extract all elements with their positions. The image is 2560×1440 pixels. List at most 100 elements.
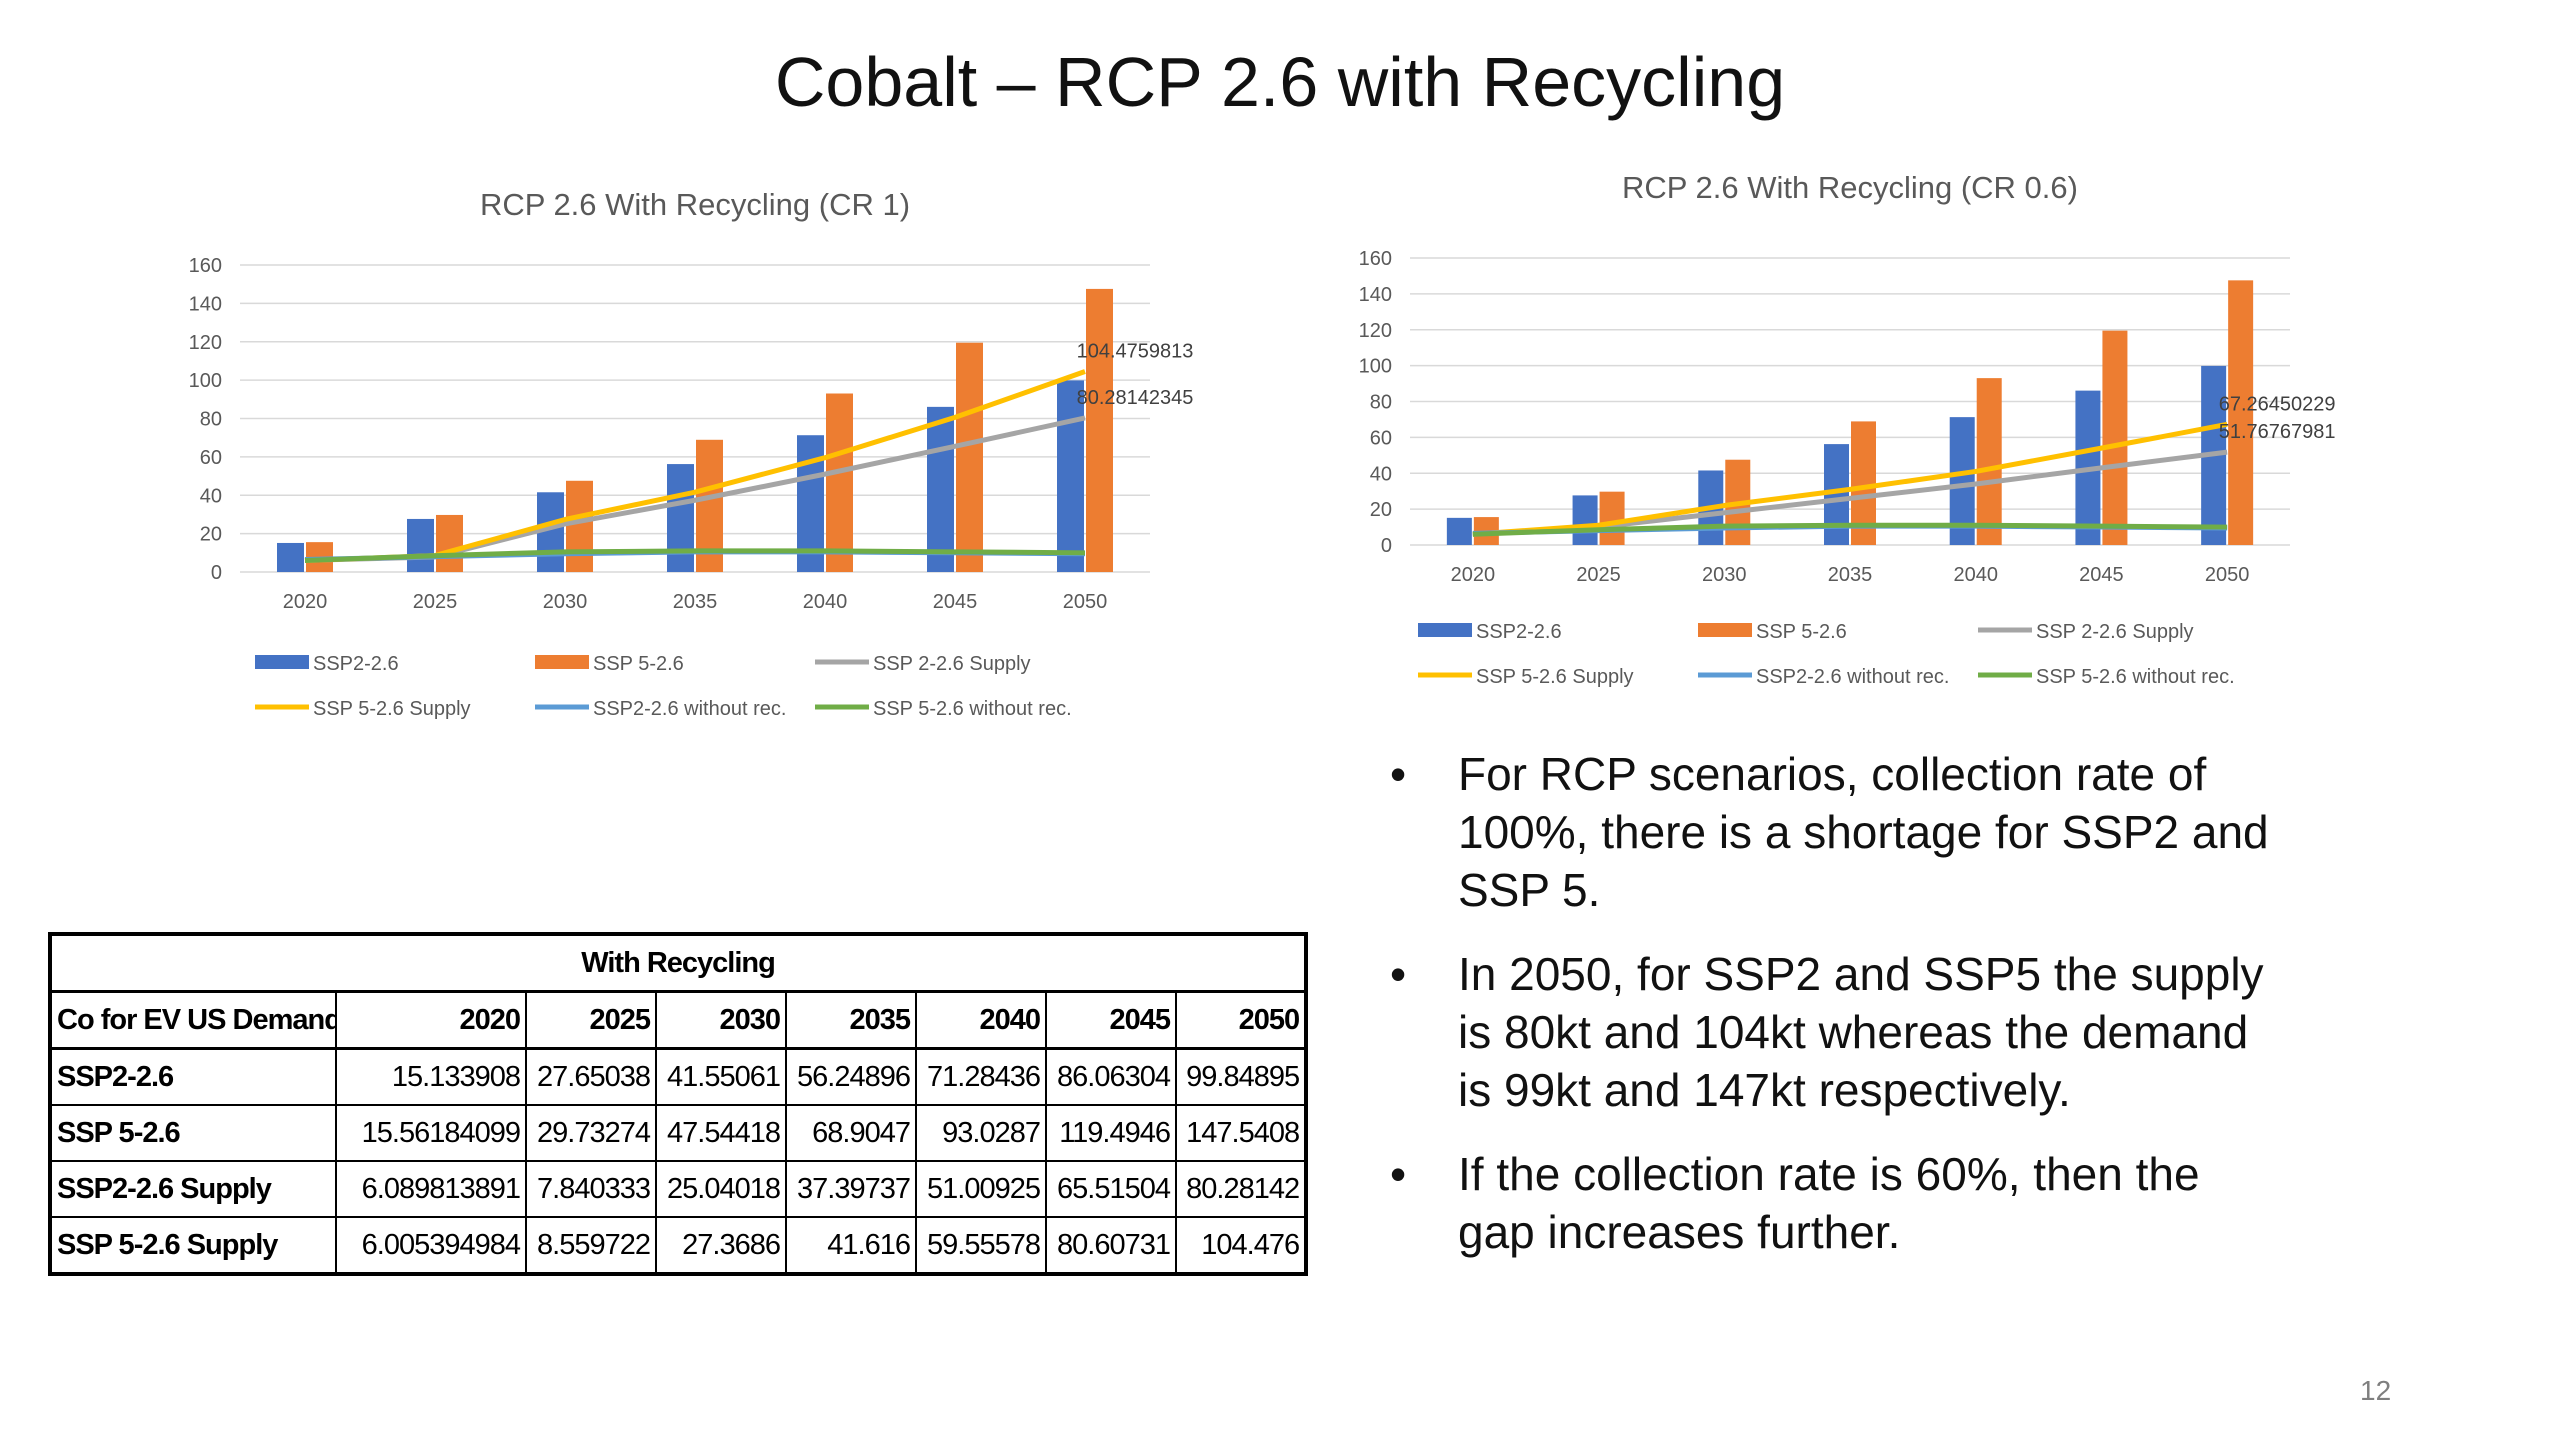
y-tick-label: 100 (189, 370, 222, 392)
data-label: 67.26450229 (2219, 393, 2336, 415)
y-tick-label: 80 (200, 409, 222, 431)
data-label: 80.28142345 (1077, 387, 1194, 409)
table-row: SSP 5-2.6 Supply 6.005394984 8.559722 27… (48, 1216, 1309, 1276)
y-tick-label: 0 (211, 562, 222, 584)
table-cell: 99.84895 (1174, 1047, 1309, 1106)
table-cell: 119.4946 (1045, 1104, 1177, 1162)
bar-ssp-5-2-6 (2228, 280, 2254, 545)
bullet-marker: • (1390, 1148, 1407, 1200)
bullet-text: For RCP scenarios, collection rate of 10… (1458, 748, 2269, 916)
line-ssp-5-2-6-without-rec (304, 548, 1086, 563)
x-tick-label: 2045 (933, 591, 978, 613)
legend-label: SSP 2-2.6 Supply (2036, 621, 2194, 643)
x-tick-label: 2035 (673, 591, 718, 613)
table-cell: 104.476 (1174, 1216, 1309, 1276)
table-row: SSP2-2.6 Supply 6.089813891 7.840333 25.… (48, 1160, 1309, 1218)
line-ssp-5-2-6-supply (1472, 421, 2228, 537)
table-cell: 7.840333 (525, 1160, 657, 1218)
table-cell: 65.51504 (1045, 1160, 1177, 1218)
table-header-row: Co for EV US Demand 2020 2025 2030 2035 … (48, 990, 1309, 1050)
x-tick-label: 2030 (1702, 564, 1747, 586)
legend-label: SSP 5-2.6 without rec. (2036, 666, 2235, 688)
legend-swatch (535, 655, 589, 669)
legend-label: SSP 5-2.6 (1756, 621, 1847, 643)
table-cell: 27.3686 (655, 1216, 787, 1276)
table-header-cell: Co for EV US Demand (48, 990, 337, 1050)
bullet-text: If the collection rate is 60%, then the … (1458, 1148, 2200, 1258)
y-tick-label: 100 (1359, 356, 1392, 378)
table-header-cell: 2035 (785, 990, 917, 1050)
chart-cr1: RCP 2.6 With Recycling (CR 1)02040608010… (189, 187, 1194, 720)
table-cell: 41.55061 (655, 1047, 787, 1106)
table-cell: 27.65038 (525, 1047, 657, 1106)
line-ssp-5-2-6-without-rec (1472, 522, 2228, 537)
bar-ssp-5-2-6 (1599, 491, 1625, 545)
table-header-cell: 2030 (655, 990, 787, 1050)
bar-ssp2-2-6 (667, 464, 694, 572)
legend-label: SSP 2-2.6 Supply (873, 653, 1031, 675)
bar-ssp-5-2-6 (566, 480, 593, 572)
table-cell: 71.28436 (915, 1047, 1047, 1106)
table-cell: 29.73274 (525, 1104, 657, 1162)
y-tick-label: 20 (1370, 499, 1392, 521)
y-tick-label: 140 (189, 293, 222, 315)
bullet-text: In 2050, for SSP2 and SSP5 the supply is… (1458, 948, 2264, 1116)
x-tick-label: 2025 (1576, 564, 1621, 586)
table-cell: 47.54418 (655, 1104, 787, 1162)
bullet-list: • For RCP scenarios, collection rate of … (1390, 745, 2270, 1287)
x-tick-label: 2020 (283, 591, 328, 613)
table-cell: 15.133908 (335, 1047, 527, 1106)
table-header-cell: 2025 (525, 990, 657, 1050)
table-cell: 25.04018 (655, 1160, 787, 1218)
table-row-label: SSP 5-2.6 Supply (48, 1216, 337, 1276)
x-tick-label: 2040 (1953, 564, 1998, 586)
y-tick-label: 60 (200, 447, 222, 469)
data-label: 104.4759813 (1077, 341, 1194, 363)
data-table: With Recycling Co for EV US Demand 2020 … (47, 932, 1309, 1276)
table-cell: 6.089813891 (335, 1160, 527, 1218)
legend-label: SSP2-2.6 without rec. (593, 698, 786, 720)
data-label: 51.76767981 (2219, 421, 2336, 443)
y-tick-label: 160 (189, 255, 222, 277)
table-cell: 59.55578 (915, 1216, 1047, 1276)
x-tick-label: 2050 (1063, 591, 1108, 613)
chart-title: RCP 2.6 With Recycling (CR 0.6) (1622, 170, 2078, 205)
bar-ssp2-2-6 (1572, 495, 1598, 545)
bullet-item: • If the collection rate is 60%, then th… (1390, 1145, 2270, 1261)
bar-ssp-5-2-6 (1086, 288, 1113, 572)
legend-label: SSP 5-2.6 Supply (1476, 666, 1634, 688)
x-tick-label: 2035 (1828, 564, 1873, 586)
table-cell: 93.0287 (915, 1104, 1047, 1162)
bar-ssp-5-2-6 (436, 514, 463, 572)
bar-ssp2-2-6 (1057, 380, 1084, 572)
table-cell: 15.56184099 (335, 1104, 527, 1162)
y-tick-label: 140 (1359, 284, 1392, 306)
table-cell: 68.9047 (785, 1104, 917, 1162)
bullet-item: • For RCP scenarios, collection rate of … (1390, 745, 2270, 919)
x-tick-label: 2020 (1451, 564, 1496, 586)
table-cell: 80.28142 (1174, 1160, 1309, 1218)
x-tick-label: 2040 (803, 591, 848, 613)
bar-ssp-5-2-6 (2102, 330, 2128, 545)
table-row-label: SSP 5-2.6 (48, 1104, 337, 1162)
x-tick-label: 2045 (2079, 564, 2124, 586)
x-tick-label: 2025 (413, 591, 458, 613)
table-cell: 147.5408 (1174, 1104, 1309, 1162)
bar-ssp2-2-6 (1446, 517, 1472, 545)
table-header-cell: 2045 (1045, 990, 1177, 1050)
legend-label: SSP 5-2.6 Supply (313, 698, 471, 720)
table-cell: 41.616 (785, 1216, 917, 1276)
legend-swatch (1418, 623, 1472, 637)
y-tick-label: 160 (1359, 248, 1392, 270)
y-tick-label: 40 (200, 485, 222, 507)
bar-ssp2-2-6 (277, 542, 304, 572)
y-tick-label: 80 (1370, 392, 1392, 414)
legend-label: SSP2-2.6 (313, 653, 399, 675)
table-cell: 86.06304 (1045, 1047, 1177, 1106)
slide-title: Cobalt – RCP 2.6 with Recycling (774, 43, 1786, 121)
legend-swatch (1698, 623, 1752, 637)
y-tick-label: 120 (1359, 320, 1392, 342)
table-row: SSP2-2.6 15.133908 27.65038 41.55061 56.… (48, 1047, 1309, 1106)
y-tick-label: 20 (200, 524, 222, 546)
table-row-label: SSP2-2.6 Supply (48, 1160, 337, 1218)
